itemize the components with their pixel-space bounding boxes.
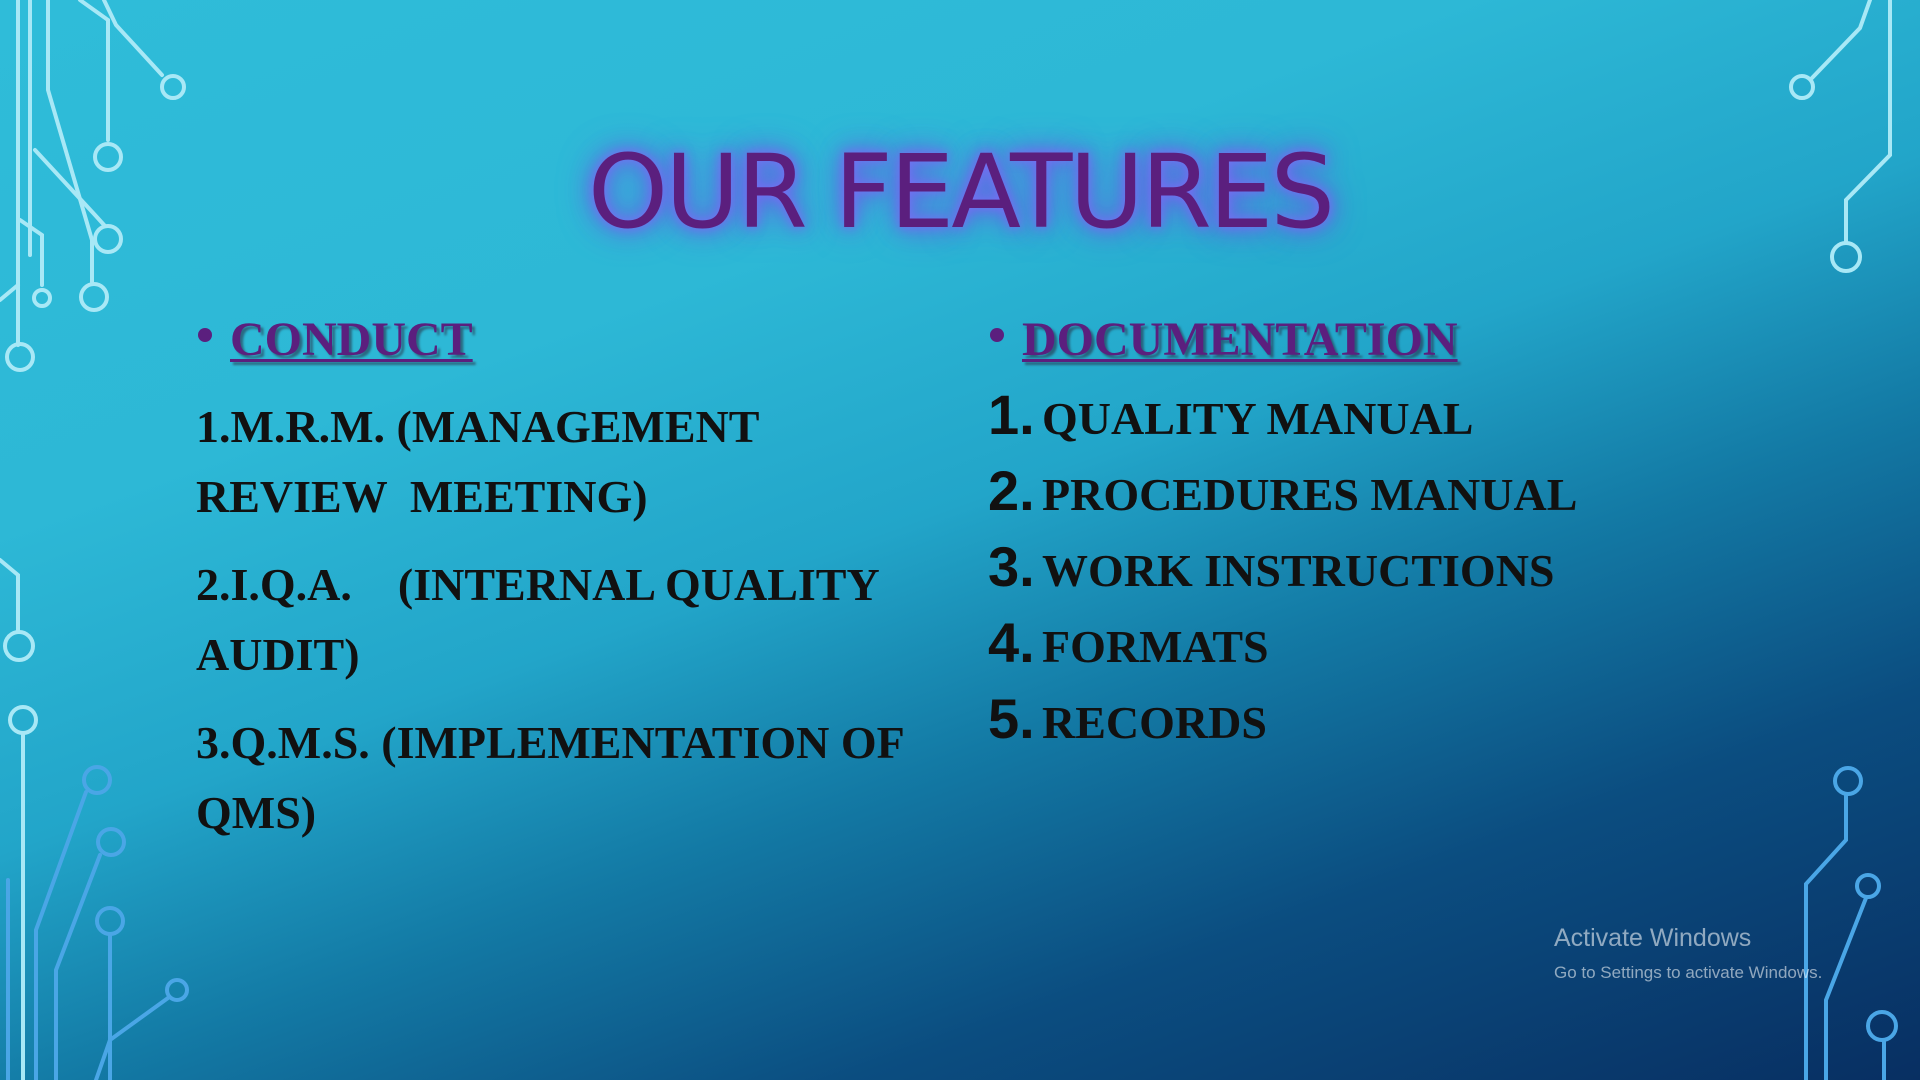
item-text: WORK INSTRUCTIONS	[1042, 545, 1555, 596]
circuit-bottom-right	[1804, 766, 1898, 1080]
watermark-title: Activate Windows	[1554, 924, 1752, 952]
conduct-item-1: 1.M.R.M. (MANAGEMENT REVIEW MEETING)	[196, 401, 771, 522]
watermark-subtitle: Go to Settings to activate Windows.	[1554, 963, 1823, 982]
circuit-bottom-left	[6, 765, 189, 1080]
documentation-item-3: 3. WORK INSTRUCTIONS	[988, 534, 1688, 610]
conduct-item-2: 2.I.Q.A. (INTERNAL QUALITY AUDIT)	[196, 559, 887, 680]
item-text: PROCEDURES MANUAL	[1042, 469, 1578, 520]
item-text: RECORDS	[1042, 697, 1267, 748]
item-number: 5.	[988, 687, 1035, 750]
conduct-list: 1.M.R.M. (MANAGEMENT REVIEW MEETING) 2.I…	[196, 392, 926, 866]
documentation-item-2: 2. PROCEDURES MANUAL	[988, 458, 1688, 534]
item-number: 2.	[988, 459, 1035, 522]
documentation-item-1: 1. QUALITY MANUAL	[988, 382, 1688, 458]
bullet-conduct	[198, 328, 212, 342]
circuit-left-middle	[0, 558, 38, 1080]
item-number: 4.	[988, 611, 1035, 674]
documentation-item-5: 5. RECORDS	[988, 686, 1688, 762]
item-text: FORMATS	[1042, 621, 1269, 672]
activate-windows-watermark: Activate Windows Go to Settings to activ…	[1554, 924, 1822, 983]
slide-title: OUR FEATURES	[587, 133, 1335, 252]
heading-documentation: DOCUMENTATION	[1022, 313, 1458, 366]
documentation-item-4: 4. FORMATS	[988, 610, 1688, 686]
circuit-top-right	[1789, 0, 1892, 273]
item-number: 3.	[988, 535, 1035, 598]
conduct-item-3: 3.Q.M.S. (IMPLEMENTATION OF QMS)	[196, 717, 915, 838]
circuit-top-left	[0, 0, 186, 372]
documentation-list: 1. QUALITY MANUAL 2. PROCEDURES MANUAL 3…	[988, 382, 1688, 762]
item-number: 1.	[988, 383, 1035, 446]
heading-conduct: CONDUCT	[230, 313, 473, 366]
item-text: QUALITY MANUAL	[1042, 393, 1474, 444]
bullet-documentation	[990, 328, 1004, 342]
